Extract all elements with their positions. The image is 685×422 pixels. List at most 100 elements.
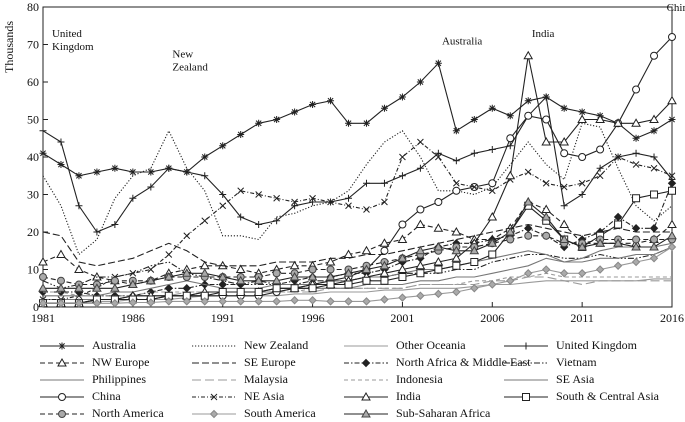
data-point — [649, 254, 659, 263]
y-axis-label: Thousands — [2, 21, 16, 73]
data-point — [416, 164, 424, 172]
data-point — [183, 232, 191, 240]
data-point — [668, 186, 676, 195]
data-point — [272, 269, 281, 278]
legend-swatch-marker — [361, 391, 371, 400]
data-point — [129, 168, 137, 176]
data-point — [39, 273, 47, 281]
legend-label: India — [396, 389, 421, 403]
data-point — [451, 226, 462, 236]
data-point — [506, 134, 515, 143]
x-tick-label: 1986 — [121, 311, 145, 325]
data-point — [631, 118, 641, 127]
x-tick-label: 1981 — [31, 311, 55, 325]
data-point — [434, 149, 442, 157]
data-point — [560, 104, 568, 112]
legend-label: South America — [244, 406, 316, 420]
annotation-australia: Australia — [442, 36, 482, 48]
legend-label: Philippines — [92, 372, 147, 386]
legend-swatch — [40, 409, 84, 418]
legend-label: Sub-Saharan Africa — [396, 406, 491, 420]
data-point — [668, 33, 676, 41]
data-point — [416, 205, 425, 214]
data-point — [38, 299, 48, 308]
data-point — [613, 238, 623, 247]
data-point — [559, 269, 569, 278]
data-point — [416, 291, 425, 300]
data-point — [488, 187, 496, 195]
legend-item-ne-asia: NE Asia — [190, 389, 342, 404]
data-point — [93, 228, 101, 236]
annotation-united-kingdom: United Kingdom — [52, 28, 94, 53]
data-point — [631, 257, 641, 267]
data-point — [398, 293, 407, 302]
data-point — [632, 194, 641, 203]
data-point — [452, 157, 460, 165]
data-point — [433, 241, 444, 251]
x-tick-label: 2011 — [570, 311, 594, 325]
legend-swatch — [40, 392, 84, 401]
data-point — [271, 275, 282, 285]
data-point — [470, 116, 478, 123]
annotation-china: China — [667, 2, 685, 14]
data-point — [237, 187, 245, 195]
data-point — [362, 276, 371, 285]
data-point — [237, 131, 245, 138]
legend-swatch — [504, 392, 548, 401]
data-point — [219, 142, 227, 150]
data-point — [577, 241, 588, 251]
series-indonesia — [43, 272, 672, 297]
data-point — [128, 298, 138, 307]
legend-label: Australia — [92, 338, 136, 352]
data-point — [165, 164, 173, 172]
data-point — [524, 231, 533, 240]
data-point — [379, 260, 390, 270]
data-point — [235, 264, 246, 273]
legend-item-united-kingdom: United Kingdom — [502, 338, 682, 353]
legend-item-south-america: South America — [190, 406, 342, 421]
data-point — [56, 249, 66, 258]
legend-row: Australia New Zealand Other Oceania United … — [38, 337, 683, 354]
data-point — [595, 238, 605, 247]
data-point — [650, 153, 658, 161]
data-point — [39, 127, 47, 135]
data-point — [345, 202, 352, 210]
x-tick-label: 2001 — [390, 311, 414, 325]
data-point — [631, 241, 641, 251]
data-point — [632, 149, 640, 157]
data-point — [596, 145, 605, 154]
legend-label: North Africa & Middle East — [396, 355, 531, 369]
data-point — [650, 164, 658, 172]
legend-item-north-america: North America — [38, 406, 190, 421]
data-point — [309, 198, 317, 206]
data-point — [74, 299, 84, 308]
data-point — [434, 198, 443, 206]
data-point — [524, 224, 533, 233]
data-point — [380, 276, 389, 285]
data-point — [470, 284, 479, 293]
data-point — [470, 149, 478, 157]
legend-row: China NE Asia India South & Central Asia — [38, 388, 683, 405]
legend-swatch — [192, 409, 236, 418]
legend-row: Philippines Malaysia Indonesia SE Asia — [38, 371, 683, 388]
data-point — [433, 256, 444, 266]
data-point — [200, 297, 209, 306]
data-point — [524, 111, 533, 120]
data-point — [451, 253, 462, 262]
y-tick-label: 70 — [27, 38, 39, 52]
legend-item-india: India — [342, 389, 502, 404]
legend-label: Other Oceania — [396, 338, 466, 352]
data-point — [237, 213, 245, 221]
legend-swatch-marker — [522, 392, 530, 401]
data-point — [218, 297, 227, 306]
data-point — [255, 119, 263, 127]
legend-swatch — [504, 378, 548, 381]
data-point — [541, 136, 552, 146]
data-point — [398, 220, 407, 229]
data-point — [75, 172, 83, 180]
data-point — [273, 194, 280, 202]
data-point — [415, 219, 426, 228]
data-point — [667, 242, 677, 252]
legend-swatch — [192, 393, 236, 400]
data-point — [596, 164, 604, 172]
